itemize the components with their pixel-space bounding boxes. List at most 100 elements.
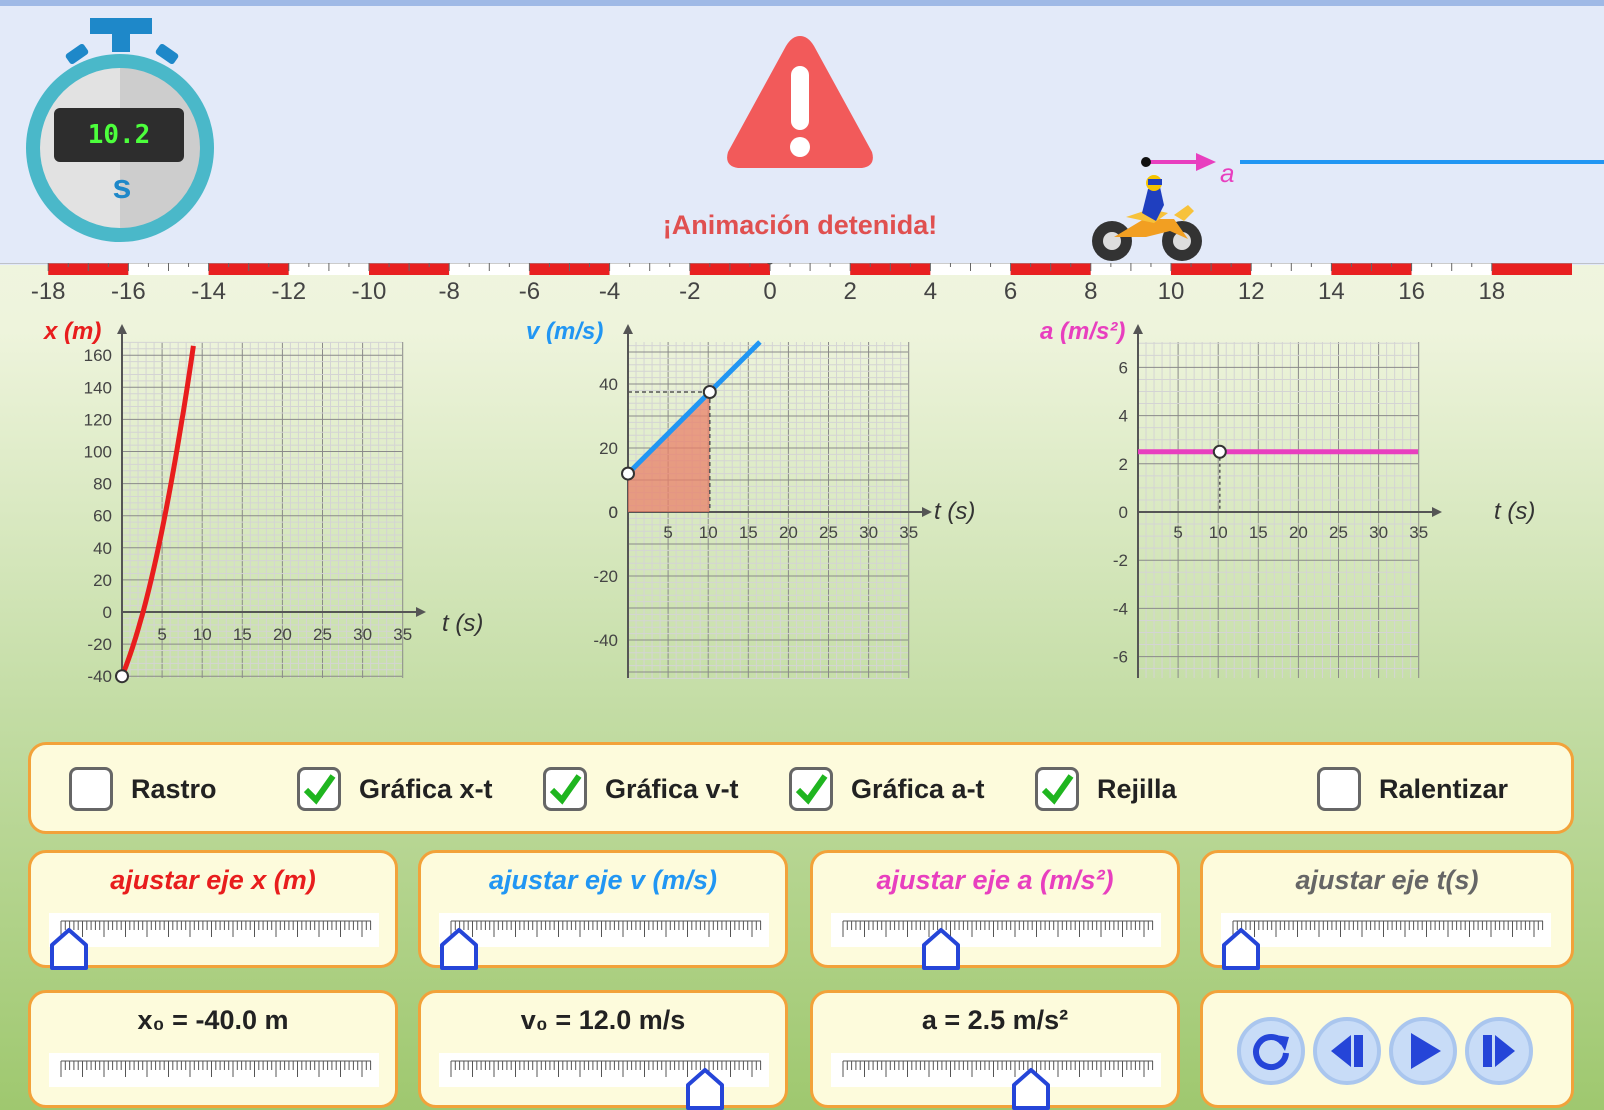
y-tick-label: 6 [1119, 358, 1128, 377]
checkbox-grafica-v-t[interactable]: Gráfica v-t [543, 765, 739, 813]
warning-icon [727, 36, 873, 168]
x-tick-label: 25 [1329, 523, 1348, 542]
step-back-button[interactable] [1313, 1017, 1381, 1085]
checkbox-label: Ralentizar [1379, 773, 1509, 804]
position-ruler: -18 -16 -14 -12 -10 -8 -6 -4 -2 0 2 4 6 8 10 12 14 16 18 [0, 263, 1604, 305]
check-icon [549, 774, 582, 805]
animation-status: ¡Animación detenida! [662, 210, 938, 240]
x-tick-label: 30 [859, 523, 878, 542]
checkbox-box[interactable] [69, 767, 113, 811]
ruler-tick-label: -6 [519, 278, 540, 305]
slider-thumb[interactable] [1221, 927, 1261, 971]
y-tick-label: 40 [599, 375, 618, 394]
slider-thumb[interactable] [49, 927, 89, 971]
stopwatch: 10.2 s [24, 18, 220, 242]
x-tick-label: 25 [313, 625, 332, 644]
slider-track[interactable] [439, 913, 769, 947]
step-back-icon [1331, 1035, 1363, 1067]
reset-button[interactable] [1237, 1017, 1305, 1085]
checkbox-label: Gráfica x-t [359, 773, 493, 804]
velocity-point [702, 385, 717, 399]
graph-x-t: 160 140 120 100 80 60 40 20 0 -20 -40 5 10 15 20 25 30 35… [30, 318, 520, 710]
slider-thumb[interactable] [439, 927, 479, 971]
checkbox-box[interactable] [543, 767, 587, 811]
x-tick-label: 5 [663, 523, 672, 542]
x-axis-arrow [922, 507, 932, 517]
slider-track[interactable] [49, 913, 379, 947]
graph-v-t-xlabel: t (s) [934, 498, 976, 525]
checkbox-rejilla[interactable]: Rejilla [1035, 765, 1177, 813]
y-tick-label: 140 [84, 378, 112, 397]
slider-track[interactable] [1221, 913, 1551, 947]
stopwatch-unit: s [112, 168, 132, 206]
x-tick-label: 25 [819, 523, 838, 542]
y-tick-label: -4 [1113, 599, 1128, 618]
checkbox-grafica-x-t[interactable]: Gráfica x-t [297, 765, 493, 813]
x-axis-arrow [416, 607, 426, 617]
slider-thumb[interactable] [921, 927, 961, 971]
checkbox-label: Rejilla [1097, 773, 1177, 804]
x-axis-arrow [1432, 507, 1442, 517]
x-tick-label: 35 [393, 625, 412, 644]
slider-track[interactable] [831, 1053, 1161, 1087]
y-tick-label: 4 [1119, 407, 1128, 426]
y-tick-label: -6 [1113, 648, 1128, 667]
checkbox-box[interactable] [1035, 767, 1079, 811]
step-forward-button[interactable] [1465, 1017, 1533, 1085]
y-tick-label: 120 [84, 410, 112, 429]
acceleration-point [1212, 444, 1227, 459]
y-tick-label: 100 [84, 443, 112, 462]
ruler-tick-label: 0 [763, 278, 776, 305]
x-tick-label: 35 [899, 523, 918, 542]
y-tick-label: -20 [593, 567, 618, 586]
slider-track[interactable] [831, 913, 1161, 947]
slider-title: v₀ = 12.0 m/s [520, 1005, 686, 1035]
check-icon [1041, 774, 1074, 805]
slider-panel-x0: x₀ = -40.0 m [28, 990, 398, 1108]
y-tick-label: 60 [93, 507, 112, 526]
checkbox-ralentizar[interactable]: Ralentizar [1317, 765, 1508, 813]
checkbox-label: Rastro [131, 773, 217, 804]
slider-thumb-shape [922, 928, 960, 970]
check-icon [303, 774, 336, 805]
y-tick-label: 20 [93, 571, 112, 590]
position-curve [119, 345, 196, 678]
slider-thumb-shape [1012, 1068, 1050, 1110]
y-axis-arrow [1133, 324, 1143, 334]
position-point [115, 669, 129, 684]
x-tick-label: 10 [699, 523, 718, 542]
checkbox-box[interactable] [297, 767, 341, 811]
y-tick-label: -2 [1113, 551, 1128, 570]
slider-thumb[interactable] [1011, 1067, 1051, 1110]
ruler-tick-label: 16 [1398, 278, 1425, 305]
checkbox-rastro[interactable]: Rastro [69, 765, 217, 813]
y-tick-label: -40 [593, 631, 618, 650]
ruler-tick-label: 12 [1238, 278, 1265, 305]
play-button[interactable] [1389, 1017, 1457, 1085]
graph-v-t-ylabel: v (m/s) [526, 318, 604, 345]
velocity-line [626, 340, 762, 476]
slider-thumb[interactable] [685, 1067, 725, 1110]
ruler-tick-label: 2 [844, 278, 857, 305]
slider-thumb-shape [440, 928, 478, 970]
checkbox-box[interactable] [1317, 767, 1361, 811]
slider-track[interactable] [49, 1053, 379, 1087]
displacement-area [628, 392, 710, 512]
ruler-tick-label: 8 [1084, 278, 1097, 305]
x-tick-label: 5 [157, 625, 166, 644]
x-tick-label: 15 [739, 523, 758, 542]
x-tick-label: 5 [1173, 523, 1182, 542]
graph-x-t-ylabel: x (m) [44, 318, 102, 345]
motorcycle-icon[interactable] [1090, 175, 1208, 267]
playback-panel [1200, 990, 1574, 1108]
checkbox-box[interactable] [789, 767, 833, 811]
x-tick-label: 20 [779, 523, 798, 542]
checkbox-grafica-a-t[interactable]: Gráfica a-t [789, 765, 985, 813]
y-tick-label: 0 [609, 503, 618, 522]
y-tick-label: 20 [599, 439, 618, 458]
y-tick-label: 0 [1119, 503, 1128, 522]
y-tick-label: 0 [103, 603, 112, 622]
x-tick-label: 30 [353, 625, 372, 644]
slider-title: ajustar eje x (m) [110, 865, 316, 895]
